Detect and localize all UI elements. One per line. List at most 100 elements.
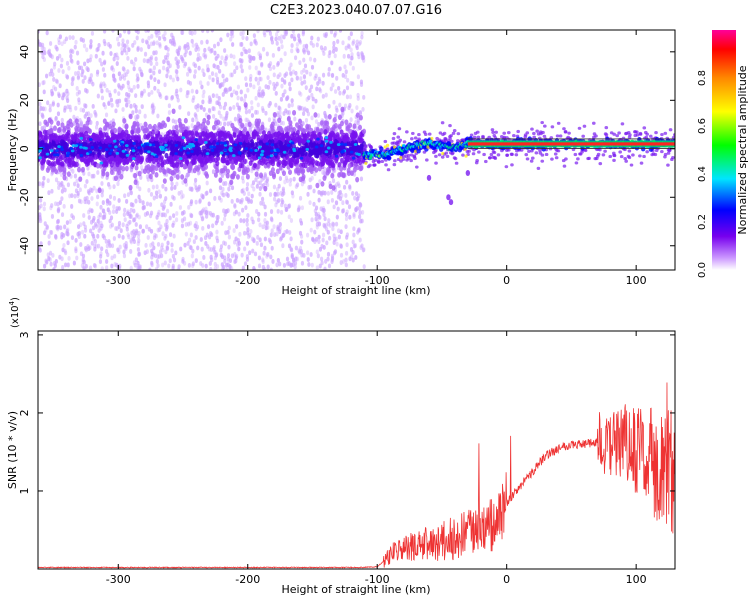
spectral-sample (137, 194, 141, 200)
spectral-sample (245, 36, 249, 41)
spectral-sample (145, 201, 150, 207)
spectral-sample (215, 93, 219, 99)
spectral-sample (158, 137, 163, 143)
spectral-sample (91, 81, 95, 87)
spectral-sample (228, 258, 233, 264)
spectral-sample (305, 124, 310, 130)
spectral-sample (95, 72, 100, 77)
spectral-sample (174, 250, 178, 256)
spectral-sample (314, 211, 318, 217)
spectral-sample (139, 149, 144, 155)
spectral-sample (321, 190, 325, 196)
spectral-sample (335, 214, 339, 220)
spectral-sample (260, 93, 264, 99)
spectral-sample (287, 204, 291, 209)
spectral-sample (261, 46, 266, 52)
spectral-sample (122, 249, 126, 255)
spectral-sample (290, 254, 294, 259)
spectral-sample (359, 176, 364, 182)
spectral-sample (109, 215, 114, 221)
spectral-sample (70, 156, 75, 162)
spectral-sample (345, 85, 350, 91)
spectral-sample (114, 99, 119, 105)
spectral-sample (272, 86, 276, 92)
spectral-sample (135, 113, 139, 119)
spectral-sample (192, 74, 197, 79)
spectral-sample (122, 253, 127, 259)
spectral-sample (94, 113, 98, 119)
spectral-sample (138, 198, 142, 204)
spectral-sample (169, 201, 173, 207)
spectral-sample (61, 264, 65, 270)
spectral-sample (329, 86, 333, 92)
spectral-sample (282, 156, 287, 163)
spectral-sample (185, 71, 190, 77)
spectral-sample (166, 116, 171, 123)
spectral-sample (237, 246, 241, 252)
spectral-sample (325, 240, 329, 246)
spectral-sample (186, 151, 190, 155)
spectral-sample (128, 219, 132, 225)
spectral-sample (154, 190, 159, 196)
spectral-sample (327, 263, 332, 269)
spectral-sample (283, 179, 287, 185)
spectral-sample (287, 214, 291, 220)
spectral-sample (227, 225, 231, 231)
spectral-sample (246, 213, 250, 218)
spectral-sample (97, 42, 101, 48)
spectral-sample (300, 69, 304, 75)
spectral-sample (335, 241, 339, 247)
spectral-sample (105, 87, 109, 93)
spectral-sample (295, 158, 300, 165)
spectral-sample (54, 201, 58, 207)
spectral-sample (214, 72, 218, 78)
spectral-sample (157, 79, 161, 85)
spectral-sample (154, 56, 158, 62)
spectral-sample (287, 243, 292, 249)
spectral-sample (294, 167, 299, 174)
spectral-sample (157, 209, 161, 215)
spectral-sample (321, 154, 326, 160)
spectral-sample (149, 56, 153, 62)
spectral-sample (79, 107, 83, 113)
spectral-sample (134, 228, 139, 234)
spectral-sample (228, 148, 232, 152)
spectral-sample (179, 246, 183, 252)
spectral-sample (95, 243, 99, 249)
spectral-sample (149, 75, 153, 80)
spectral-sample (345, 94, 350, 100)
spectral-sample (302, 137, 307, 144)
spectral-sample (361, 106, 365, 112)
spectral-sample (49, 53, 53, 58)
spectral-sample (41, 80, 45, 86)
spectral-sample (60, 160, 65, 167)
spectral-sample (240, 252, 244, 258)
spectral-sample (138, 156, 143, 162)
spectral-sample (295, 75, 299, 81)
spectral-sample (43, 263, 47, 269)
spectral-sample (249, 228, 253, 234)
spectral-sample (132, 66, 136, 72)
spectral-sample (300, 80, 304, 86)
spectral-sample (286, 143, 291, 147)
spectral-sample (314, 167, 319, 173)
spectral-sample (102, 214, 107, 220)
spectral-sample (236, 113, 241, 119)
spectral-sample (290, 33, 294, 39)
spectral-sample (217, 195, 222, 201)
spectral-sample (257, 211, 261, 217)
spectral-sample (254, 65, 258, 71)
spectral-sample (299, 148, 304, 155)
spectral-sample (226, 253, 231, 258)
spectral-sample (225, 160, 230, 166)
spectral-sample (317, 165, 322, 172)
spectral-sample (324, 139, 329, 143)
spectral-sample (145, 224, 149, 230)
spectral-sample (156, 158, 161, 164)
spectral-sample (166, 240, 170, 246)
spectral-sample (74, 71, 78, 76)
spectral-sample (245, 186, 249, 192)
spectral-sample (302, 44, 306, 49)
spectral-sample (105, 265, 109, 270)
spectral-sample (105, 198, 110, 204)
